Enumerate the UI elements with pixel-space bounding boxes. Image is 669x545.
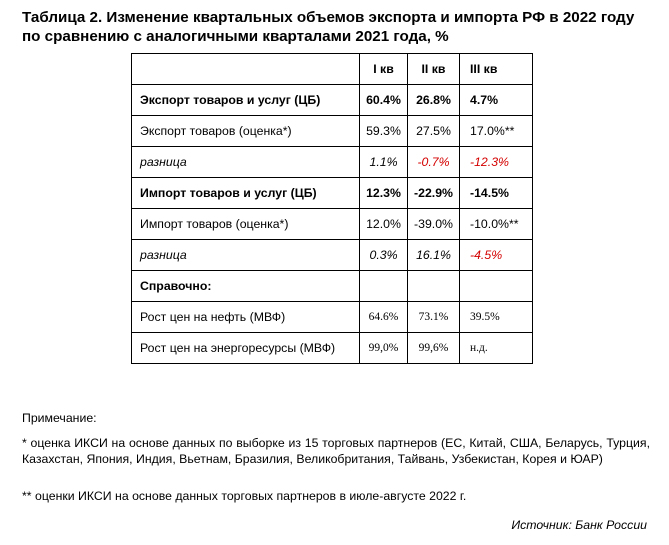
value-cell: 99,0% — [359, 332, 408, 364]
row-label: разница — [131, 239, 360, 271]
value-cell: 39.5% — [459, 301, 533, 333]
row-label: Рост цен на энергоресурсы (МВФ) — [131, 332, 360, 364]
table-row: Экспорт товаров (оценка*) 59.3% 27.5% 17.0%… — [131, 115, 533, 147]
source-note: Источник: Банк России — [511, 518, 647, 532]
value-cell: -22.9% — [407, 177, 460, 209]
value-cell: -4.5% — [459, 239, 533, 271]
footnote-1: * оценка ИКСИ на основе данных по выборк… — [22, 436, 650, 466]
header-cell: III кв — [459, 53, 533, 85]
value-cell: 73.1% — [407, 301, 460, 333]
table-row: Экспорт товаров и услуг (ЦБ) 60.4% 26.8% 4.… — [131, 84, 533, 116]
value-cell: -14.5% — [459, 177, 533, 209]
table-row: разница 0.3% 16.1% -4.5% — [131, 239, 533, 271]
value-cell: 4.7% — [459, 84, 533, 116]
value-cell: н.д. — [459, 332, 533, 364]
value-cell: 64.6% — [359, 301, 408, 333]
table-row: Импорт товаров (оценка*) 12.0% -39.0% -10.0… — [131, 208, 533, 240]
value-cell: 1.1% — [359, 146, 408, 178]
table-row: разница 1.1% -0.7% -12.3% — [131, 146, 533, 178]
table-row: Импорт товаров и услуг (ЦБ) 12.3% -22.9% -1… — [131, 177, 533, 209]
table-title: Таблица 2. Изменение квартальных объемов… — [22, 9, 635, 45]
row-label: Экспорт товаров и услуг (ЦБ) — [131, 84, 360, 116]
value-cell: 17.0%** — [459, 115, 533, 147]
header-cell: II кв — [407, 53, 460, 85]
value-cell: 59.3% — [359, 115, 408, 147]
value-cell — [407, 270, 460, 302]
header-cell: I кв — [359, 53, 408, 85]
row-label: разница — [131, 146, 360, 178]
value-cell: 60.4% — [359, 84, 408, 116]
header-row: I кв II кв III кв — [131, 53, 533, 85]
value-cell: -12.3% — [459, 146, 533, 178]
row-label: Рост цен на нефть (МВФ) — [131, 301, 360, 333]
footnote-2: ** оценки ИКСИ на основе данных торговых… — [22, 489, 467, 503]
value-cell: 16.1% — [407, 239, 460, 271]
value-cell — [359, 270, 408, 302]
value-cell: 12.0% — [359, 208, 408, 240]
value-cell: -0.7% — [407, 146, 460, 178]
header-cell-empty — [131, 53, 360, 85]
value-cell: -10.0%** — [459, 208, 533, 240]
table-row: Рост цен на энергоресурсы (МВФ) 99,0% 99,6… — [131, 332, 533, 364]
value-cell: 27.5% — [407, 115, 460, 147]
note-heading: Примечание: — [22, 411, 97, 425]
row-label: Импорт товаров и услуг (ЦБ) — [131, 177, 360, 209]
value-cell: 99,6% — [407, 332, 460, 364]
value-cell: 26.8% — [407, 84, 460, 116]
table-row: Рост цен на нефть (МВФ) 64.6% 73.1% 39.5% — [131, 301, 533, 333]
value-cell: -39.0% — [407, 208, 460, 240]
row-label: Экспорт товаров (оценка*) — [131, 115, 360, 147]
table-row: Справочно: — [131, 270, 533, 302]
value-cell: 12.3% — [359, 177, 408, 209]
value-cell: 0.3% — [359, 239, 408, 271]
row-label: Справочно: — [131, 270, 360, 302]
value-cell — [459, 270, 533, 302]
row-label: Импорт товаров (оценка*) — [131, 208, 360, 240]
trade-table: I кв II кв III кв Экспорт товаров и услуг (… — [131, 53, 533, 364]
